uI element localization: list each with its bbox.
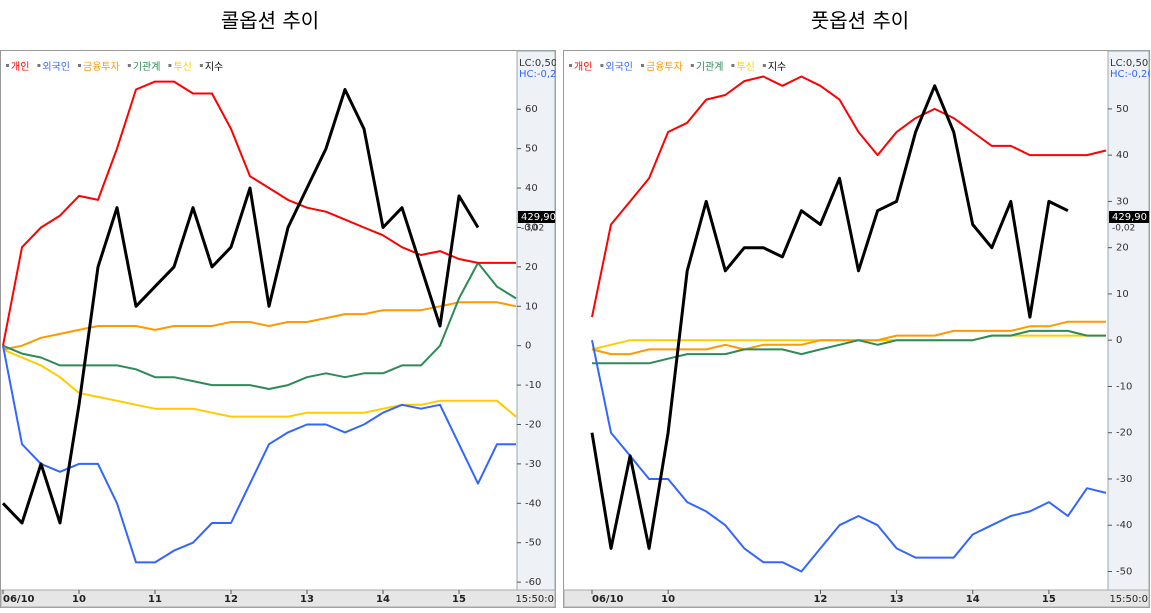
legend-label: 개인	[574, 61, 592, 73]
legend-swatch	[128, 64, 131, 67]
lc-label: LC:0,50	[519, 58, 557, 69]
chart-title: 콜옵션 추이	[221, 9, 319, 33]
hc-label: HC:-0,20	[519, 69, 563, 80]
current-label: 429,90	[521, 212, 556, 223]
legend-label: 투신	[173, 61, 191, 73]
chart-panel: -50 -40 -30 -20 -10 0 10 20 30 40 50 06/10 10 12 13 14 1…	[564, 51, 1151, 608]
x-tick-label: 12	[813, 594, 827, 605]
x-tick-label: 06/10	[592, 594, 624, 605]
legend-label: 금융투자	[646, 61, 683, 73]
y-tick-label: -40	[525, 498, 541, 509]
legend-label: 외국인	[605, 61, 633, 73]
legend-label: 지수	[205, 61, 223, 73]
hc-label: HC:-0,20	[1110, 69, 1151, 80]
x-tick-label: 15	[452, 594, 466, 605]
legend-label: 지수	[768, 61, 786, 73]
y-tick-label: 20	[1116, 243, 1129, 254]
x-tick-label: 14	[376, 594, 390, 605]
legend-swatch	[731, 64, 734, 67]
y-tick-label: 0	[525, 341, 531, 352]
legend-swatch	[691, 64, 694, 67]
current-label: 429,90	[1112, 212, 1147, 223]
current-change: -0,02	[521, 224, 544, 234]
y-tick-label: -10	[525, 380, 541, 391]
y-tick-label: -20	[525, 419, 541, 430]
legend-swatch	[78, 64, 81, 67]
y-tick-label: -30	[1116, 474, 1132, 485]
legend-label: 기관계	[696, 61, 724, 73]
current-change: -0,02	[1112, 224, 1135, 234]
x-tick-label: 12	[224, 594, 238, 605]
lc-label: LC:0,50	[1110, 58, 1148, 69]
y-tick-label: 10	[525, 301, 538, 312]
y-tick-label: 60	[525, 104, 538, 115]
x-tick-label: 10	[661, 594, 675, 605]
y-tick-label: 40	[525, 183, 538, 194]
x-axis-band	[564, 590, 1149, 607]
legend-swatch	[569, 64, 572, 67]
x-tick-label: 10	[72, 594, 86, 605]
y-tick-label: -10	[1116, 381, 1132, 392]
y-tick-label: -20	[1116, 428, 1132, 439]
legend-swatch	[168, 64, 171, 67]
legend-label: 금융투자	[83, 61, 120, 73]
legend-swatch	[763, 64, 766, 67]
y-tick-label: -50	[525, 538, 541, 549]
legend-label: 투신	[736, 61, 754, 73]
legend-swatch	[37, 64, 40, 67]
x-tick-label: 14	[966, 594, 980, 605]
legend-label: 외국인	[42, 61, 70, 73]
legend-swatch	[200, 64, 203, 67]
legend-swatch	[641, 64, 644, 67]
y-tick-label: 10	[1116, 289, 1129, 300]
x-tick-label: 13	[300, 594, 314, 605]
x-tick-label: 15	[1042, 594, 1056, 605]
panel-frame	[564, 51, 1150, 608]
axis-column	[1108, 51, 1149, 590]
y-tick-label: -30	[525, 459, 541, 470]
y-tick-label: -60	[525, 577, 541, 588]
x-tick-label: 11	[148, 594, 162, 605]
y-tick-label: 50	[525, 144, 538, 155]
x-tick-label: 13	[890, 594, 904, 605]
legend-swatch	[600, 64, 603, 67]
legend-label: 개인	[11, 61, 29, 73]
y-tick-label: -50	[1116, 566, 1132, 577]
x-end-label: 15:50:0	[1109, 594, 1148, 605]
legend-swatch	[6, 64, 9, 67]
y-tick-label: 50	[1116, 104, 1129, 115]
x-end-label: 15:50:0	[515, 594, 554, 605]
y-tick-label: 0	[1116, 335, 1122, 346]
y-tick-label: 40	[1116, 150, 1129, 161]
y-tick-label: 30	[1116, 196, 1129, 207]
chart-title: 풋옵션 추이	[811, 9, 909, 33]
x-tick-label: 06/10	[3, 594, 35, 605]
y-tick-label: 20	[525, 262, 538, 273]
legend-label: 기관계	[133, 61, 161, 73]
y-tick-label: -40	[1116, 520, 1132, 531]
